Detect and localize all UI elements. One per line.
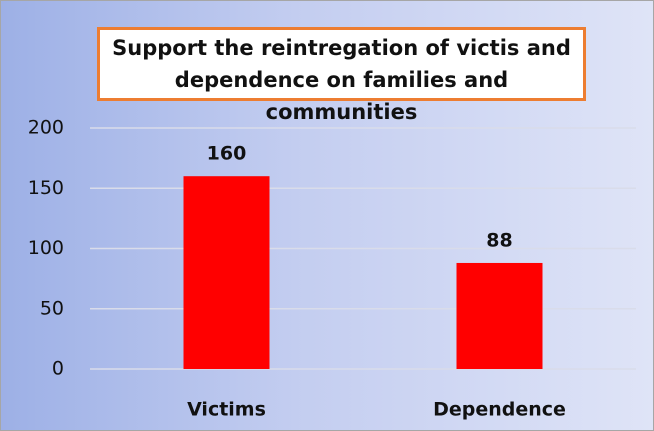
y-tick-label: 150 <box>28 177 64 199</box>
y-tick-label: 100 <box>28 237 64 259</box>
y-tick-label: 50 <box>40 297 64 319</box>
bar <box>183 176 270 369</box>
x-tick-label: Victims <box>187 399 266 421</box>
bar <box>456 262 543 369</box>
y-tick-label: 0 <box>52 358 64 380</box>
chart-title: Support the reintregation of victis and … <box>97 27 586 124</box>
x-tick-label: Dependence <box>433 399 566 421</box>
y-tick-label: 200 <box>28 117 64 139</box>
data-label: 88 <box>486 229 512 251</box>
data-label: 160 <box>207 143 247 165</box>
